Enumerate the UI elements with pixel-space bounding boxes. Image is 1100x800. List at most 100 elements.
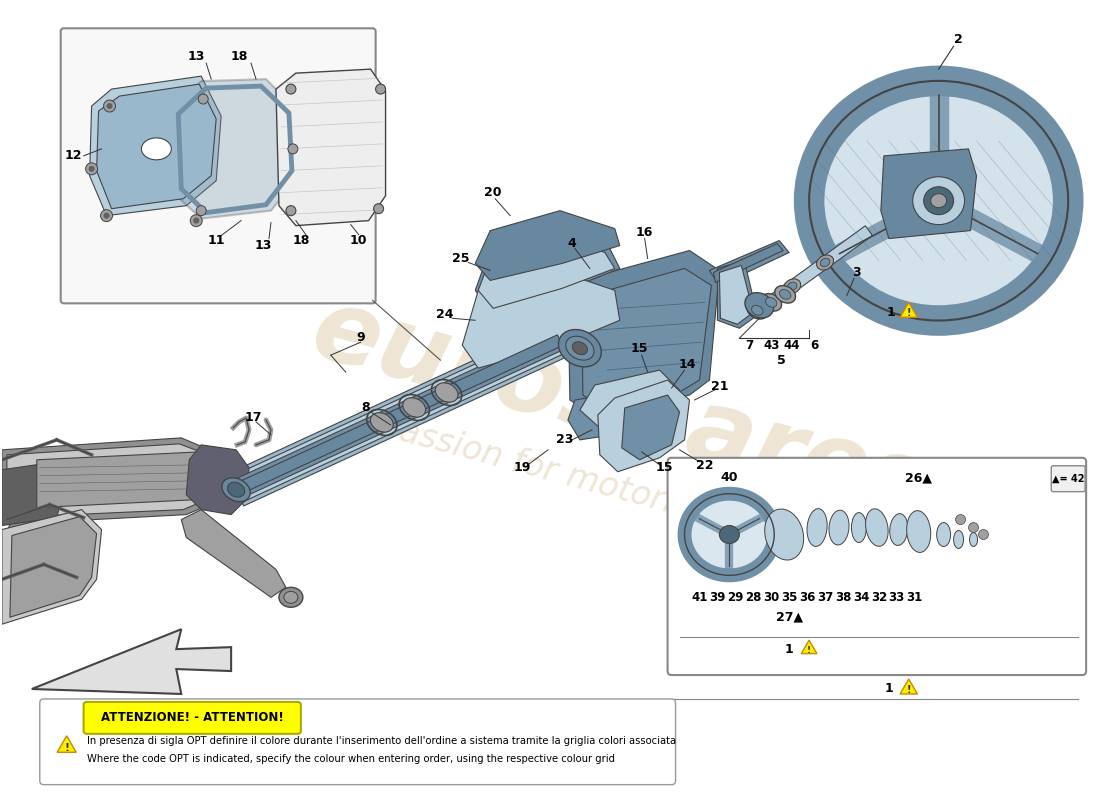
- Text: 31: 31: [906, 591, 923, 604]
- Ellipse shape: [719, 526, 739, 543]
- Polygon shape: [475, 229, 619, 310]
- Ellipse shape: [807, 509, 827, 546]
- Ellipse shape: [810, 81, 1068, 321]
- Text: 41: 41: [691, 591, 707, 604]
- Ellipse shape: [866, 509, 888, 546]
- Ellipse shape: [937, 522, 950, 546]
- Ellipse shape: [559, 330, 602, 367]
- Text: 3: 3: [852, 266, 861, 279]
- Polygon shape: [881, 149, 977, 238]
- Text: a passion for motoring since1985: a passion for motoring since1985: [345, 402, 894, 578]
- Text: 23: 23: [557, 434, 573, 446]
- Circle shape: [100, 210, 112, 222]
- Ellipse shape: [284, 591, 298, 603]
- Polygon shape: [233, 334, 562, 495]
- Ellipse shape: [829, 510, 849, 545]
- Text: 16: 16: [636, 226, 653, 239]
- Text: 36: 36: [799, 591, 815, 604]
- Circle shape: [89, 166, 95, 172]
- Circle shape: [968, 522, 979, 533]
- Text: 35: 35: [781, 591, 798, 604]
- Polygon shape: [89, 76, 221, 216]
- Text: 25: 25: [452, 252, 469, 265]
- Circle shape: [956, 514, 966, 525]
- Text: 21: 21: [711, 379, 728, 393]
- Text: 40: 40: [720, 471, 738, 484]
- Polygon shape: [756, 226, 872, 315]
- Ellipse shape: [924, 186, 954, 214]
- Ellipse shape: [228, 482, 244, 497]
- Polygon shape: [478, 234, 615, 308]
- Polygon shape: [900, 679, 917, 694]
- Ellipse shape: [906, 510, 931, 553]
- Polygon shape: [229, 324, 568, 506]
- Ellipse shape: [774, 286, 795, 303]
- Text: 29: 29: [727, 591, 744, 604]
- Polygon shape: [230, 327, 565, 502]
- Ellipse shape: [816, 255, 834, 270]
- Text: 32: 32: [871, 591, 887, 604]
- Polygon shape: [10, 517, 97, 618]
- Ellipse shape: [761, 294, 782, 311]
- Text: 1: 1: [887, 306, 895, 319]
- Circle shape: [286, 84, 296, 94]
- Text: 13: 13: [187, 50, 205, 62]
- Polygon shape: [232, 331, 564, 498]
- Ellipse shape: [684, 494, 774, 575]
- Ellipse shape: [222, 478, 251, 502]
- Text: 26▲: 26▲: [905, 471, 932, 484]
- Ellipse shape: [766, 298, 777, 307]
- Polygon shape: [182, 510, 286, 598]
- Ellipse shape: [764, 509, 804, 560]
- Text: 1: 1: [784, 642, 793, 656]
- Ellipse shape: [851, 513, 867, 542]
- Circle shape: [286, 206, 296, 216]
- Text: !: !: [64, 743, 69, 753]
- Ellipse shape: [954, 530, 964, 549]
- Ellipse shape: [931, 194, 947, 208]
- Polygon shape: [462, 273, 619, 368]
- Polygon shape: [719, 266, 754, 324]
- Polygon shape: [475, 210, 619, 281]
- Text: 9: 9: [356, 330, 365, 344]
- Polygon shape: [582, 269, 712, 412]
- Circle shape: [103, 100, 116, 112]
- Text: ▲= 42: ▲= 42: [1052, 474, 1085, 484]
- Polygon shape: [2, 462, 64, 526]
- Ellipse shape: [821, 258, 829, 266]
- Text: 15: 15: [631, 342, 648, 354]
- Polygon shape: [714, 243, 783, 282]
- Text: 43: 43: [763, 338, 780, 352]
- Text: 2: 2: [954, 33, 962, 46]
- FancyBboxPatch shape: [40, 699, 675, 785]
- Text: 39: 39: [710, 591, 726, 604]
- Polygon shape: [597, 380, 690, 472]
- Polygon shape: [580, 370, 680, 428]
- Ellipse shape: [904, 168, 974, 233]
- Text: 10: 10: [350, 234, 367, 247]
- Circle shape: [86, 163, 98, 174]
- Text: 30: 30: [763, 591, 780, 604]
- Text: eurospares: eurospares: [301, 282, 938, 538]
- Text: 24: 24: [436, 308, 453, 321]
- Ellipse shape: [890, 514, 908, 546]
- Text: 22: 22: [695, 459, 713, 472]
- Text: 6: 6: [810, 338, 818, 352]
- Text: 34: 34: [852, 591, 869, 604]
- Polygon shape: [2, 510, 101, 624]
- Polygon shape: [7, 444, 219, 518]
- Polygon shape: [57, 736, 76, 752]
- Polygon shape: [717, 261, 757, 328]
- Circle shape: [196, 206, 206, 216]
- FancyBboxPatch shape: [1052, 466, 1085, 492]
- Text: 18: 18: [293, 234, 309, 247]
- Circle shape: [194, 218, 199, 224]
- Circle shape: [979, 530, 989, 539]
- Text: !: !: [906, 685, 911, 695]
- Ellipse shape: [745, 293, 773, 318]
- Text: 13: 13: [254, 239, 272, 252]
- Polygon shape: [186, 445, 249, 514]
- Ellipse shape: [747, 302, 768, 319]
- Ellipse shape: [371, 413, 393, 432]
- Text: 17: 17: [244, 411, 262, 425]
